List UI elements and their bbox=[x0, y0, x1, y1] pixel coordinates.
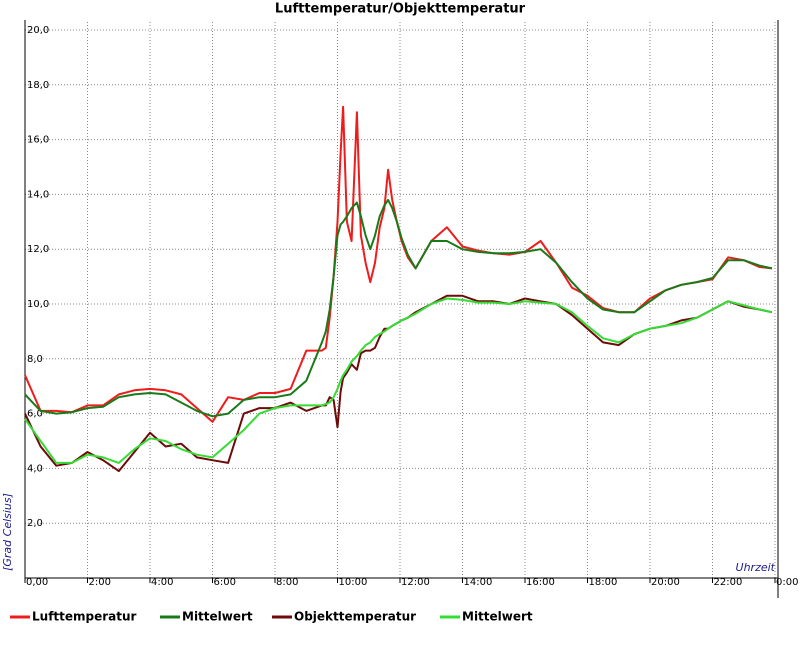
legend-label: Lufttemperatur bbox=[32, 610, 137, 624]
y-tick-label: 10,0 bbox=[27, 299, 49, 310]
x-tick-label: 10:00 bbox=[339, 577, 368, 588]
y-tick-label: 2,0 bbox=[27, 518, 43, 529]
legend-label: Mittelwert bbox=[182, 610, 253, 624]
y-tick-label: 6,0 bbox=[27, 409, 43, 420]
series-line bbox=[24, 294, 773, 473]
x-tick-label: 22:00 bbox=[714, 577, 743, 588]
y-tick-label: 18,0 bbox=[27, 80, 49, 91]
y-tick-label: 12,0 bbox=[27, 244, 49, 255]
x-axis-label: Uhrzeit bbox=[736, 561, 776, 574]
y-tick-label: 16,0 bbox=[27, 135, 49, 146]
legend-item: Objekttemperatur bbox=[272, 610, 416, 624]
x-tick-label: 6:00 bbox=[214, 577, 236, 588]
series-line bbox=[24, 105, 773, 423]
chart-title: Lufttemperatur/Objekttemperatur bbox=[275, 2, 526, 17]
y-tick-label: 4,0 bbox=[27, 463, 43, 474]
legend-item: Lufttemperatur bbox=[10, 610, 137, 624]
x-tick-label: 14:00 bbox=[464, 577, 493, 588]
series-line bbox=[24, 297, 773, 464]
legend-label: Objekttemperatur bbox=[294, 610, 416, 624]
x-tick-label: 20:00 bbox=[651, 577, 680, 588]
x-tick-label: 0,00 bbox=[26, 577, 48, 588]
y-tick-label: 8,0 bbox=[27, 354, 43, 365]
legend-item: Mittelwert bbox=[160, 610, 253, 624]
x-tick-label: 8:00 bbox=[276, 577, 298, 588]
series-line bbox=[24, 198, 773, 418]
y-tick-label: 20,0 bbox=[27, 25, 49, 36]
legend-item: Mittelwert bbox=[440, 610, 533, 624]
legend-label: Mittelwert bbox=[462, 610, 533, 624]
x-tick-label: 16:00 bbox=[526, 577, 555, 588]
y-tick-label: 14,0 bbox=[27, 189, 49, 200]
y-axis-label: [Grad Celsius] bbox=[1, 493, 14, 571]
x-tick-label: 12:00 bbox=[401, 577, 430, 588]
x-tick-label: 2:00 bbox=[89, 577, 111, 588]
x-tick-label: 18:00 bbox=[589, 577, 618, 588]
x-tick-label: 0:00 bbox=[776, 577, 798, 588]
x-tick-label: 4:00 bbox=[151, 577, 173, 588]
